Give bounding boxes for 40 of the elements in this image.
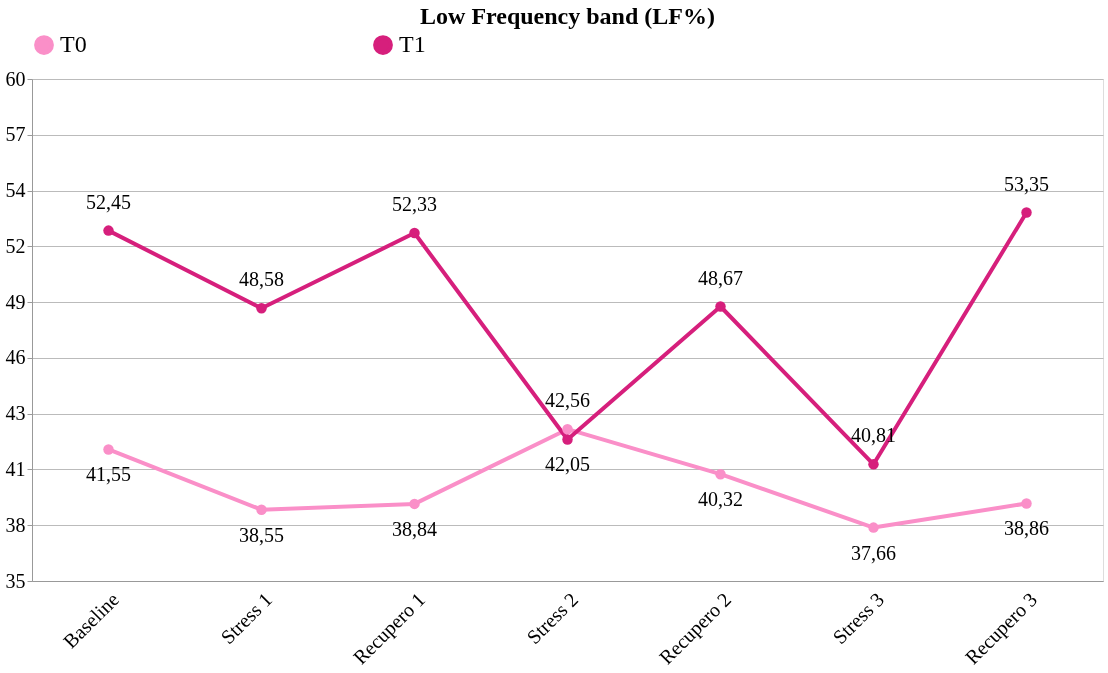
y-tick-label: 38 <box>5 513 26 536</box>
data-label: 52,33 <box>392 193 437 216</box>
point <box>868 459 879 470</box>
data-label: 53,35 <box>1004 172 1049 195</box>
data-label: 38,84 <box>392 517 437 540</box>
point <box>103 225 114 236</box>
y-tick-label: 57 <box>5 123 26 146</box>
y-tick-label: 35 <box>5 569 26 592</box>
y-tick-label: 60 <box>5 67 26 90</box>
point <box>1021 498 1032 509</box>
data-label: 42,05 <box>545 453 590 476</box>
data-label: 48,58 <box>239 268 284 291</box>
legend-label: T1 <box>399 31 426 58</box>
point <box>562 423 573 435</box>
data-label: 52,45 <box>86 190 131 213</box>
y-tick-label: 49 <box>5 290 26 313</box>
y-tick-label: 41 <box>5 457 26 480</box>
data-label: 48,67 <box>698 266 743 289</box>
point <box>715 301 726 312</box>
data-label: 40,32 <box>698 488 743 511</box>
legend-label: T0 <box>60 31 87 58</box>
y-tick-label: 54 <box>5 179 26 202</box>
point <box>103 444 114 455</box>
y-tick-label: 46 <box>5 346 26 369</box>
point <box>256 504 267 515</box>
point <box>409 227 420 239</box>
point <box>868 522 879 533</box>
point <box>409 498 420 510</box>
data-label: 38,55 <box>239 523 284 546</box>
data-label: 42,56 <box>545 389 590 412</box>
data-label: 37,66 <box>851 541 896 564</box>
y-tick-label: 52 <box>5 234 26 257</box>
y-tick-label: 43 <box>5 402 26 425</box>
data-label: 38,86 <box>1004 517 1049 540</box>
point <box>256 303 267 314</box>
chart-title: Low Frequency band (LF%) <box>420 3 715 29</box>
point <box>562 434 573 445</box>
point <box>1021 207 1032 218</box>
data-label: 41,55 <box>86 463 131 486</box>
point <box>715 468 726 480</box>
